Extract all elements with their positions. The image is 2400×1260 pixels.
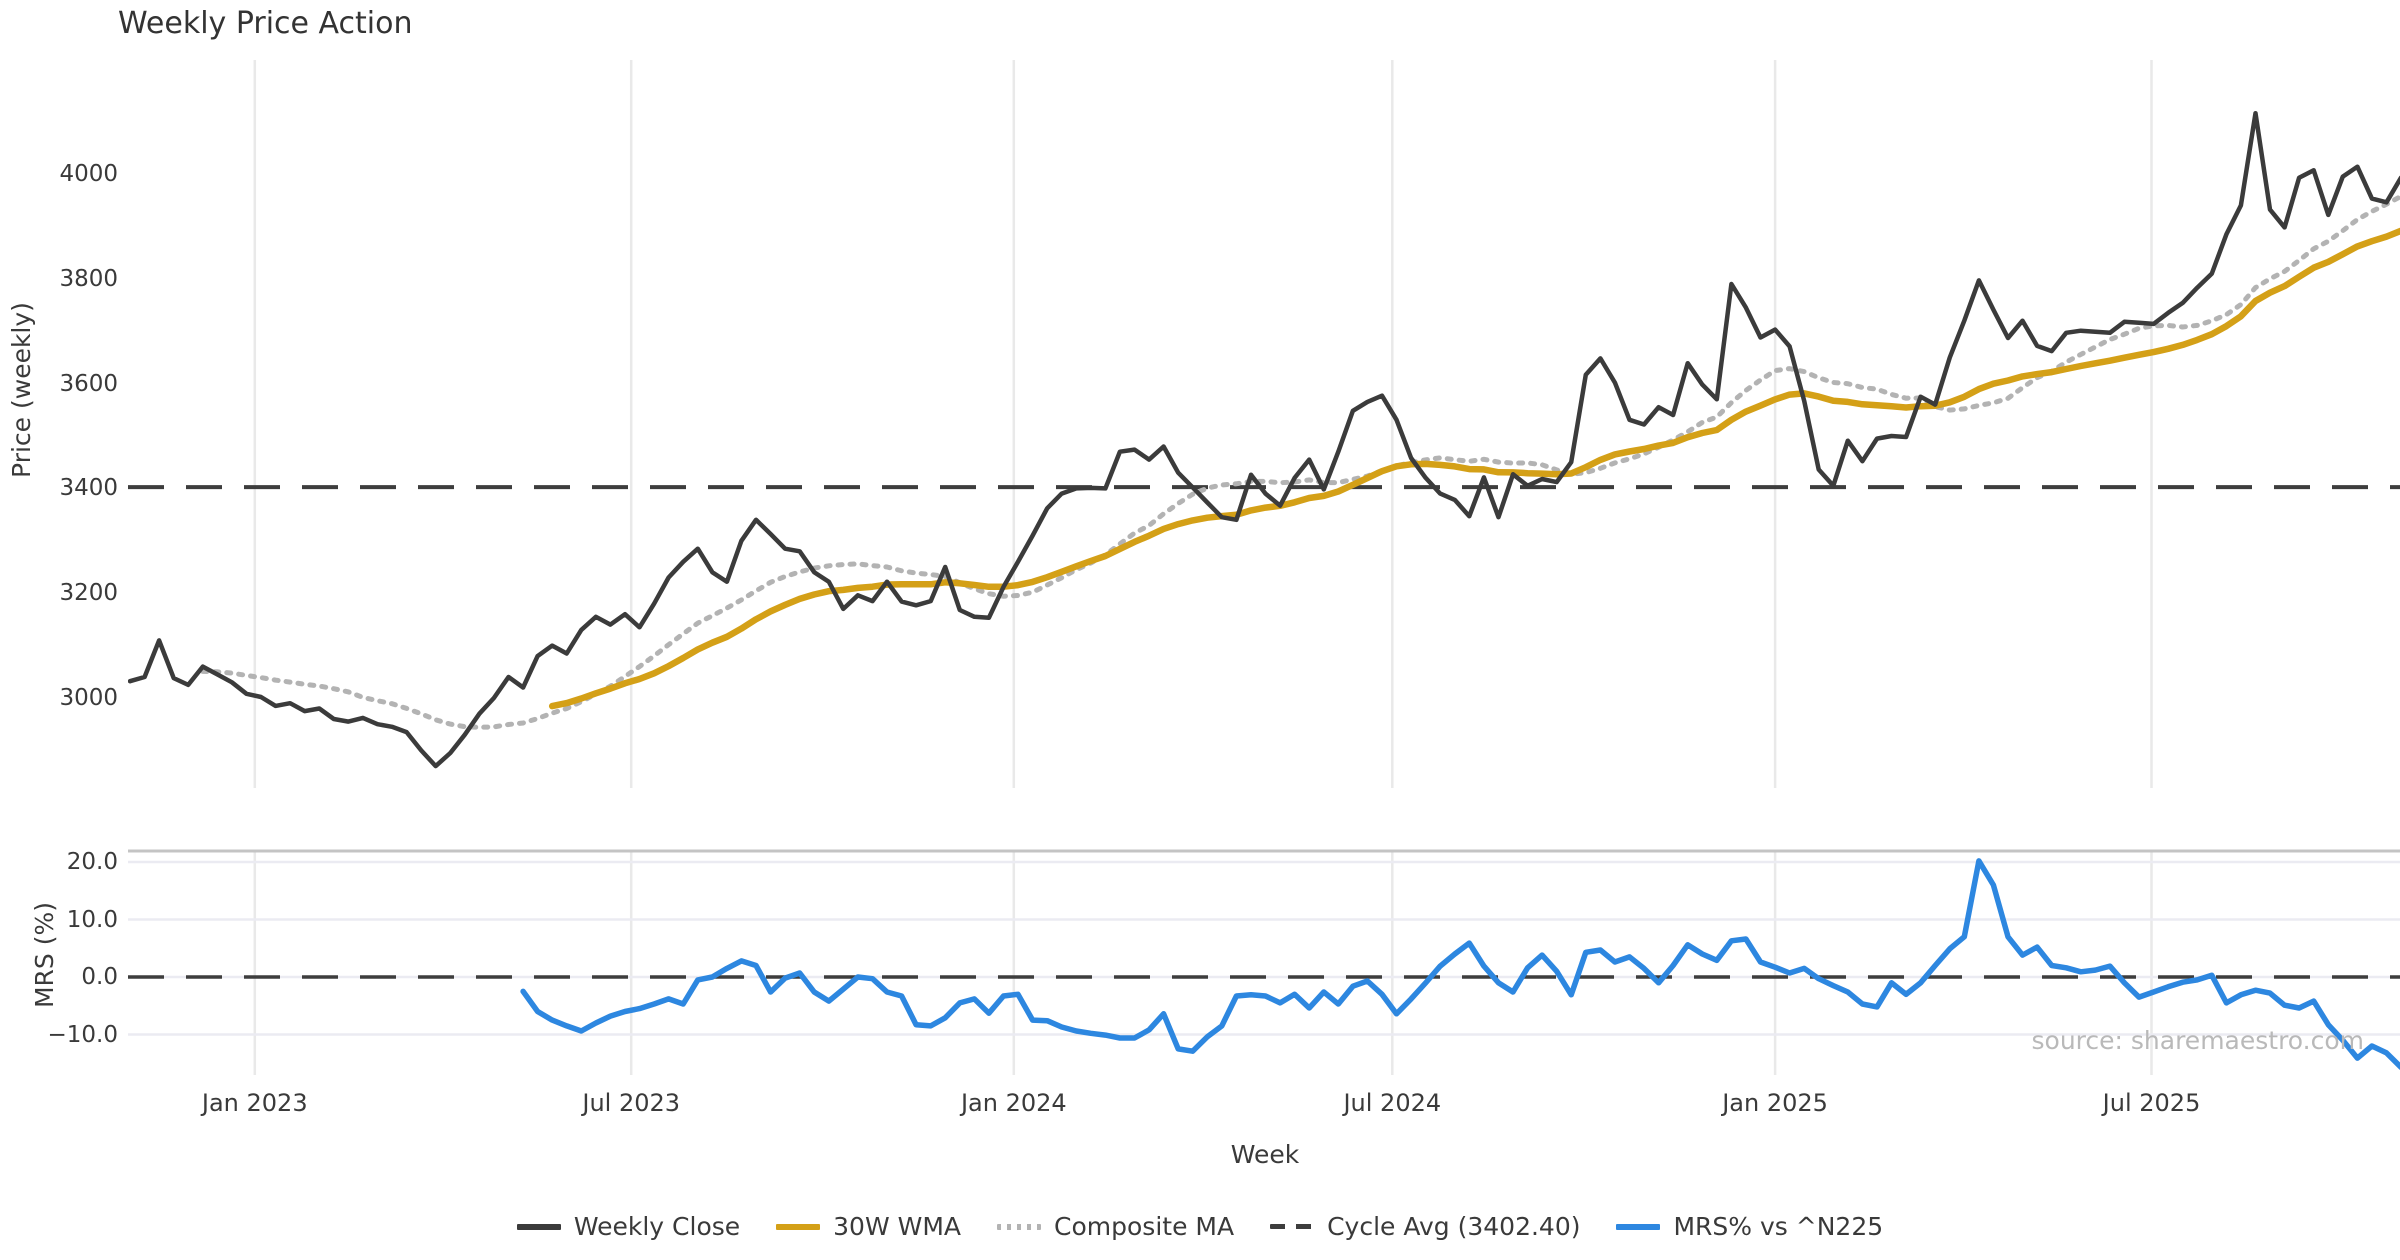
legend-item: Weekly Close (516, 1212, 741, 1241)
legend-label: 30W WMA (833, 1212, 962, 1241)
mrs-tick-label: 10.0 (66, 906, 118, 933)
mrs-tick-label: −10.0 (47, 1021, 118, 1048)
wma-line (548, 227, 2400, 710)
price-tick-label: 4000 (59, 161, 118, 187)
legend-swatch-30w-wma (776, 1223, 821, 1230)
legend-label: MRS% vs ^N225 (1673, 1212, 1884, 1241)
legend-swatch-weekly-close (516, 1223, 561, 1230)
composite-ma-line (200, 194, 2400, 730)
chart-title: Weekly Price Action (118, 6, 413, 41)
legend-item: Composite MA (997, 1212, 1234, 1241)
legend-swatch-composite-ma (997, 1223, 1042, 1230)
price-tick-label: 3800 (59, 265, 118, 292)
legend-swatch-mrs-vs-n225 (1616, 1223, 1661, 1230)
x-tick-label: Jul 2025 (2102, 1089, 2201, 1117)
price-tick-label: 3600 (59, 370, 118, 397)
x-tick-label: Jan 2023 (201, 1089, 308, 1117)
legend-item: MRS% vs ^N225 (1616, 1212, 1883, 1241)
mrs-tick-label: 0.0 (81, 964, 118, 990)
x-tick-label: Jan 2025 (1722, 1089, 1828, 1117)
legend-item: 30W WMA (776, 1212, 961, 1241)
x-tick-label: Jul 2023 (582, 1089, 681, 1117)
price-tick-label: 3000 (59, 685, 118, 711)
price-tick-label: 3200 (59, 580, 118, 607)
legend: Weekly Close 30W WMA Composite MA Cycle Avg… (0, 1212, 2400, 1241)
x-tick-label: Jul 2024 (1343, 1089, 1442, 1117)
legend-label: Composite MA (1054, 1212, 1235, 1241)
price-tick-label: 3400 (59, 475, 118, 502)
legend-item: Cycle Avg (3402.40) (1270, 1212, 1580, 1241)
mrs-tick-label: 20.0 (66, 849, 118, 875)
legend-swatch-cycle-avg-3402-40- (1270, 1224, 1315, 1229)
mrs-line (520, 858, 2400, 1070)
weekly-close-line (128, 110, 2400, 769)
x-axis-label: Week (1230, 1140, 1300, 1169)
x-tick-label: Jan 2024 (960, 1089, 1067, 1117)
legend-label: Weekly Close (573, 1212, 741, 1241)
source-note: source: sharemaestro.com (2031, 1026, 2365, 1055)
legend-label: Cycle Avg (3402.40) (1327, 1212, 1581, 1241)
